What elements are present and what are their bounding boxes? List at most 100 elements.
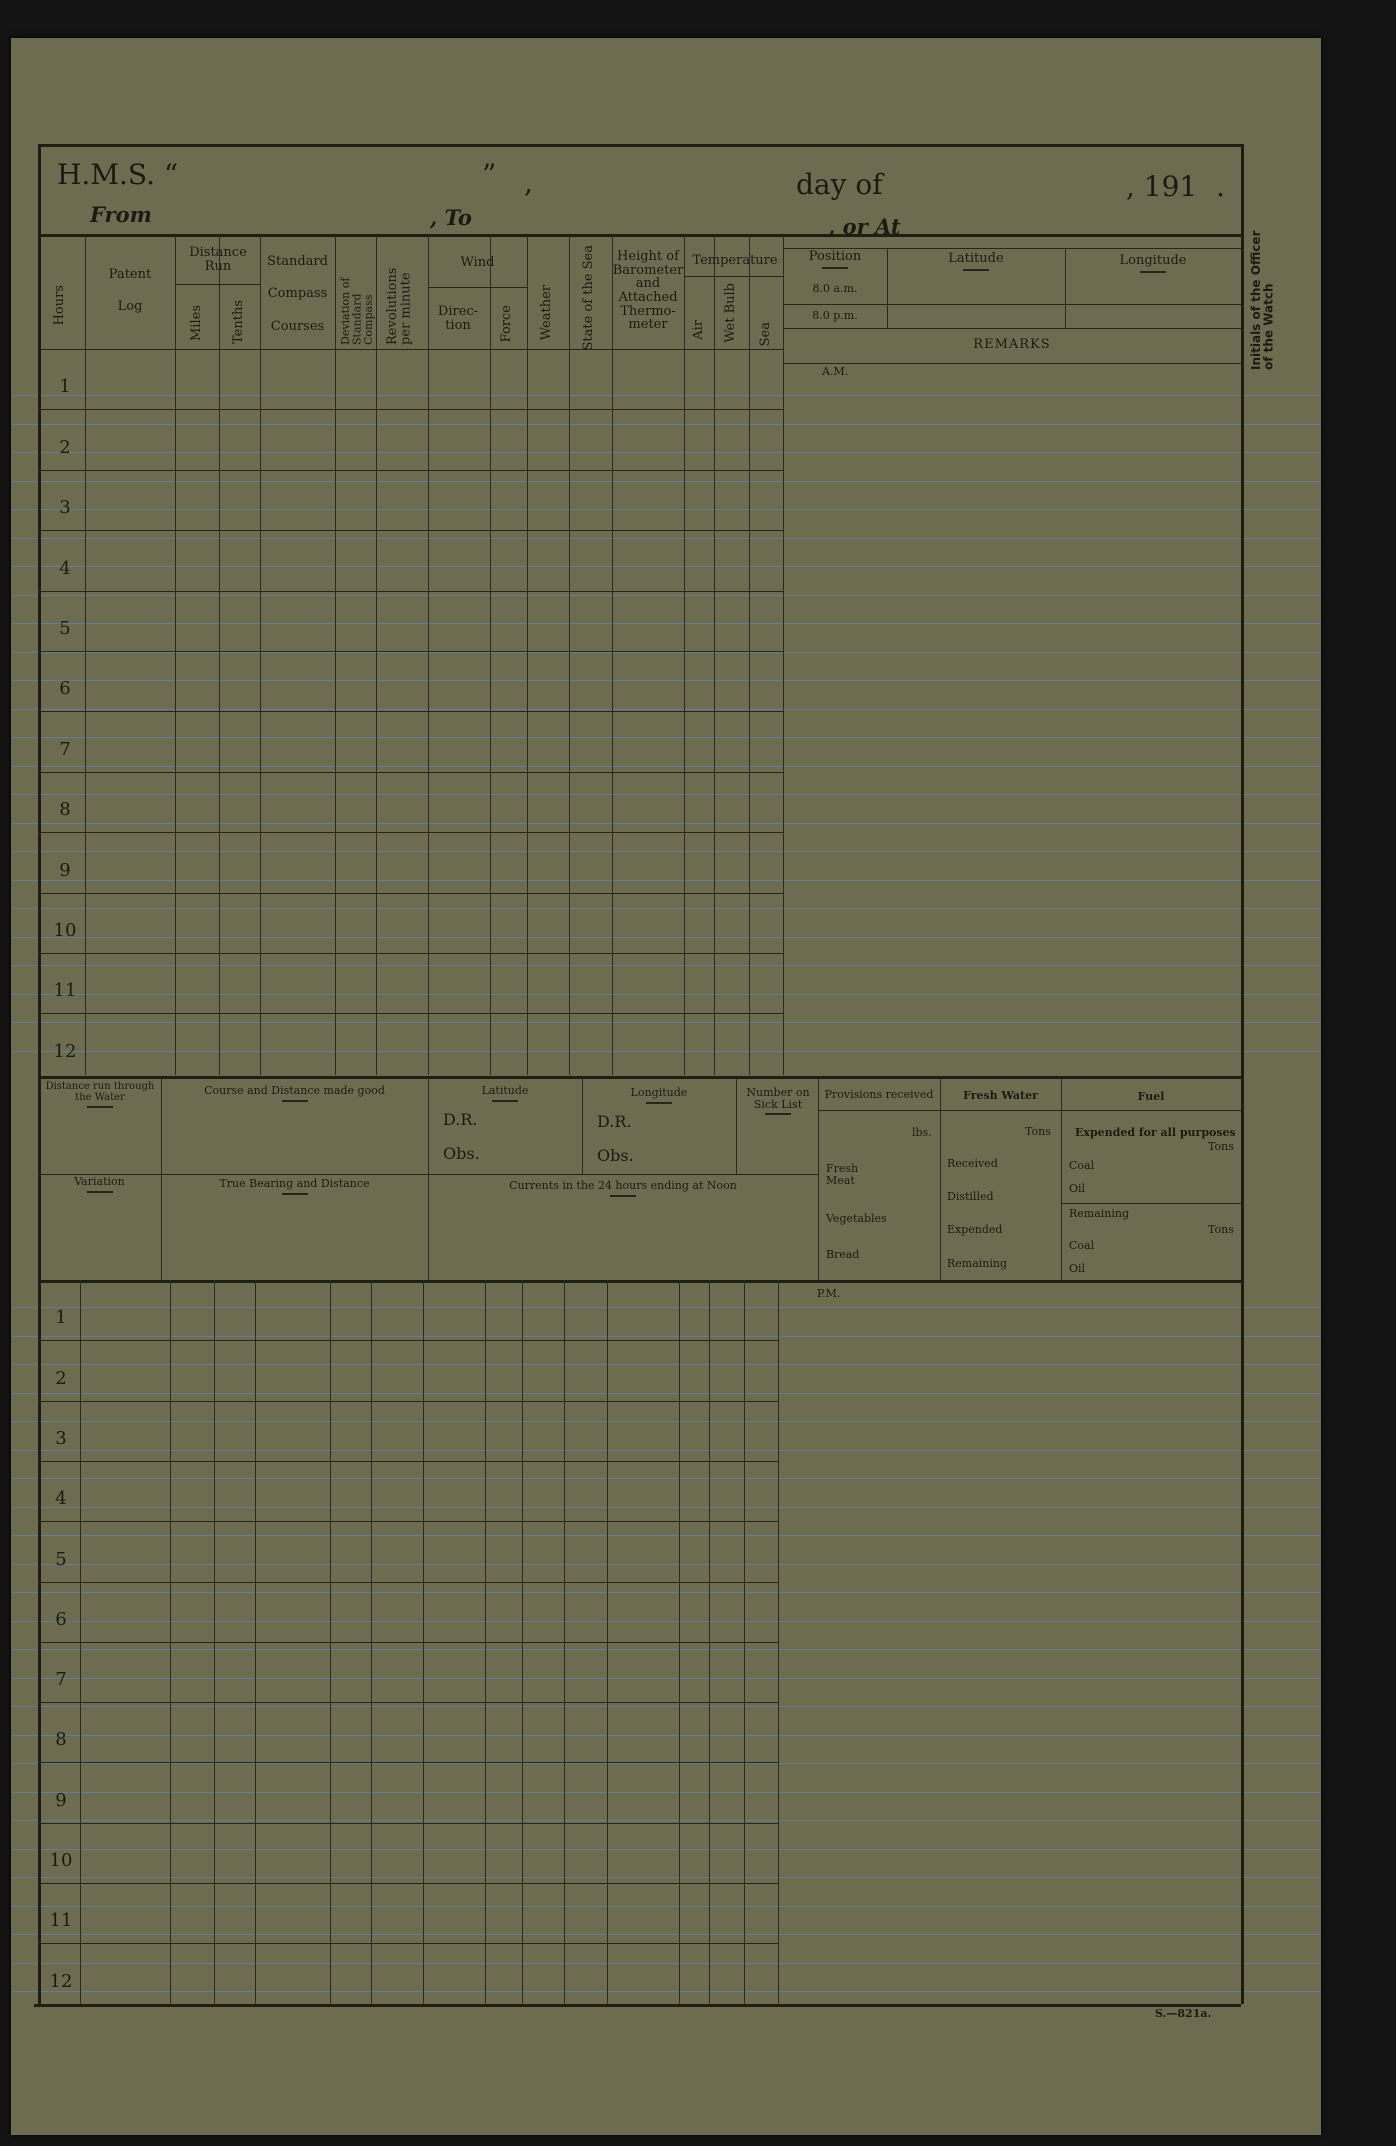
ruled-line — [12, 423, 1320, 425]
variation-label: Variation — [38, 1176, 161, 1193]
column-line — [612, 235, 613, 1075]
am-hour-9: 9 — [59, 859, 71, 881]
ruled-line — [12, 1506, 1320, 1508]
true-bearing-text: True Bearing and Distance — [219, 1177, 370, 1190]
ruled-line — [12, 1962, 1320, 1964]
ruled-line — [12, 1934, 1320, 1935]
position-col — [887, 248, 888, 328]
ruled-line — [12, 822, 1320, 824]
col-wind-force: Force — [499, 305, 514, 343]
or-at-label: , or At — [828, 214, 901, 239]
position-bottom — [783, 328, 1241, 329]
pm-row-line — [38, 1762, 778, 1764]
summary-bottom — [38, 1280, 1241, 1283]
fuel-expended-oil: Oil — [1069, 1182, 1086, 1195]
temperature-divider — [684, 276, 783, 277]
longitude-label: Longitude — [1065, 254, 1241, 273]
close-quote: ” — [482, 158, 497, 191]
column-line — [376, 235, 377, 1075]
fuel-expended-coal: Coal — [1069, 1159, 1095, 1172]
latitude-text: Latitude — [948, 251, 1004, 266]
am-hour-11: 11 — [53, 980, 77, 1002]
fuel-remaining-coal: Coal — [1069, 1239, 1095, 1252]
summary-longitude-label: Longitude — [582, 1087, 736, 1104]
ruled-line — [12, 936, 1320, 938]
pm-row-line — [38, 1702, 778, 1704]
ruled-line — [12, 395, 1320, 396]
remarks-header-bottom — [783, 363, 1241, 364]
col-distance-run: Distance Run — [189, 245, 247, 274]
position-divider — [783, 304, 1241, 305]
summary-latitude-label: Latitude — [428, 1085, 582, 1102]
pm-hour-4: 4 — [55, 1488, 67, 1510]
column-line — [490, 235, 491, 1075]
pm-hour-7: 7 — [55, 1669, 67, 1691]
col-tenths: Tenths — [231, 300, 246, 344]
remarks-label: REMARKS — [973, 337, 1051, 352]
pm-hour-11: 11 — [49, 1910, 73, 1932]
ruled-line — [12, 566, 1320, 567]
ruled-line — [12, 851, 1320, 852]
col-miles: Miles — [189, 305, 204, 341]
am-time: 8.0 a.m. — [812, 282, 858, 295]
ruled-line — [12, 1022, 1320, 1023]
am-label: A.M. — [822, 365, 849, 378]
frame-right — [1241, 144, 1244, 2004]
am-bottom — [38, 1076, 1241, 1079]
am-hour-6: 6 — [59, 678, 71, 700]
col-air: Air — [691, 320, 706, 340]
am-row-line — [38, 711, 783, 713]
frame-bottom — [34, 2004, 1241, 2007]
latitude-label: Latitude — [887, 252, 1065, 271]
summary-longitude-text: Longitude — [630, 1086, 688, 1099]
fuel-divider — [1061, 1203, 1241, 1204]
provisions-vegetables: Vegetables — [826, 1212, 887, 1225]
am-hour-12: 12 — [53, 1040, 77, 1062]
day-of-label: day of — [796, 168, 883, 201]
position-label: Position — [783, 250, 887, 269]
col-hours: Hours — [52, 285, 67, 326]
pm-hour-9: 9 — [55, 1789, 67, 1811]
provisions-bread: Bread — [826, 1248, 860, 1261]
summary-column-line — [582, 1078, 583, 1174]
ruled-line — [12, 480, 1320, 482]
am-row-line — [38, 409, 783, 411]
column-line — [335, 235, 336, 1075]
summary-column-line — [161, 1078, 162, 1280]
pm-hour-3: 3 — [55, 1427, 67, 1449]
provisions-unit: lbs. — [912, 1126, 932, 1139]
am-row-line — [38, 651, 783, 652]
pm-hour-6: 6 — [55, 1608, 67, 1630]
latitude-obs: Obs. — [443, 1144, 480, 1163]
am-row-line — [38, 1013, 783, 1015]
from-label: From — [90, 202, 152, 227]
ruled-line — [12, 765, 1320, 767]
fuel-remaining-oil: Oil — [1069, 1262, 1086, 1275]
distance-water-label: Distance run through the Water — [40, 1081, 160, 1108]
ruled-line — [12, 1763, 1320, 1764]
position-text: Position — [808, 249, 862, 264]
ruled-line — [12, 1848, 1320, 1850]
column-line — [219, 235, 220, 1075]
latitude-dr: D.R. — [443, 1110, 478, 1129]
distance-run-divider — [175, 284, 260, 285]
ruled-line — [12, 651, 1320, 653]
course-distance-label: Course and Distance made good — [161, 1085, 428, 1102]
ruled-line — [12, 879, 1320, 881]
ruled-line — [12, 1392, 1320, 1394]
wind-divider — [428, 287, 527, 288]
ruled-line — [12, 708, 1320, 710]
col-weather: Weather — [539, 285, 554, 341]
fresh-water-unit: Tons — [1025, 1125, 1051, 1138]
column-line — [684, 235, 685, 1075]
column-line — [569, 235, 570, 1075]
hms-label: H.M.S. “ — [57, 158, 179, 191]
ruled-line — [12, 1364, 1320, 1365]
provisions-fresh-meat: Fresh Meat — [826, 1162, 859, 1187]
am-hour-8: 8 — [59, 799, 71, 821]
header-comma: , — [524, 166, 533, 199]
fresh-water-expended: Expended — [947, 1223, 1003, 1236]
ruled-line — [12, 1620, 1320, 1622]
fuel-expended-unit: Tons — [1208, 1140, 1234, 1153]
am-row-line — [38, 771, 783, 773]
